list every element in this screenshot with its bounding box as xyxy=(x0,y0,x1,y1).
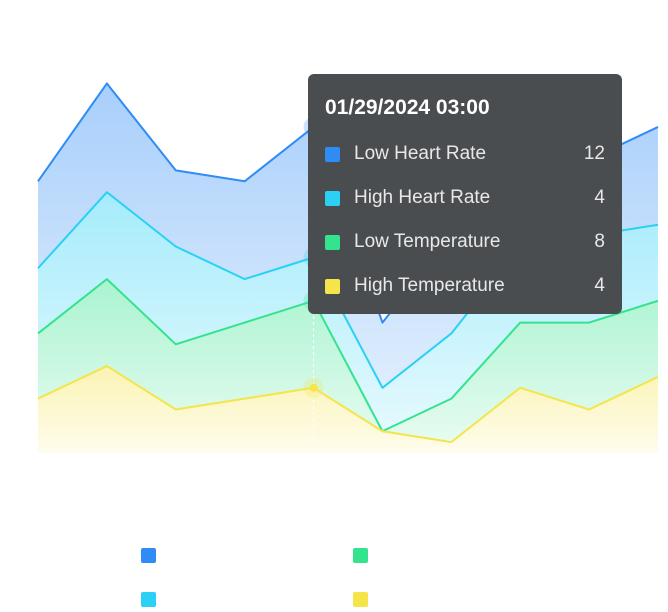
chart-tooltip: 01/29/2024 03:00 Low Heart Rate 12 High … xyxy=(308,74,622,314)
highlight-point-high-temperature xyxy=(309,383,318,392)
high-temperature-swatch-icon xyxy=(325,278,340,294)
line-low-temperature xyxy=(37,278,659,433)
tooltip-row-high-heart-rate: High Heart Rate 4 xyxy=(325,176,605,220)
legend-low-temperature-toggle[interactable] xyxy=(353,548,368,563)
high-heart-rate-swatch-icon xyxy=(325,190,340,206)
low-temperature-swatch-icon xyxy=(325,234,340,250)
tooltip-row-value: 4 xyxy=(594,187,605,208)
low-heart-rate-swatch-icon xyxy=(325,146,340,162)
tooltip-row-label: Low Heart Rate xyxy=(354,143,487,164)
legend-low-heart-rate-toggle[interactable] xyxy=(141,548,156,563)
tooltip-row-value: 12 xyxy=(583,143,605,164)
line-high-temperature xyxy=(37,365,659,444)
tooltip-title: 01/29/2024 03:00 xyxy=(325,96,490,119)
tooltip-row-high-temperature: High Temperature 4 xyxy=(325,264,605,308)
tooltip-row-label: Low Temperature xyxy=(354,231,501,252)
tooltip-row-label: High Heart Rate xyxy=(354,187,491,208)
legend-high-heart-rate-toggle[interactable] xyxy=(141,592,156,607)
legend-high-temperature-toggle[interactable] xyxy=(353,592,368,607)
tooltip-row-label: High Temperature xyxy=(354,275,505,296)
tooltip-row-value: 8 xyxy=(594,231,605,252)
tooltip-row-low-heart-rate: Low Heart Rate 12 xyxy=(325,132,605,176)
tooltip-row-low-temperature: Low Temperature 8 xyxy=(325,220,605,264)
tooltip-row-value: 4 xyxy=(594,275,605,296)
